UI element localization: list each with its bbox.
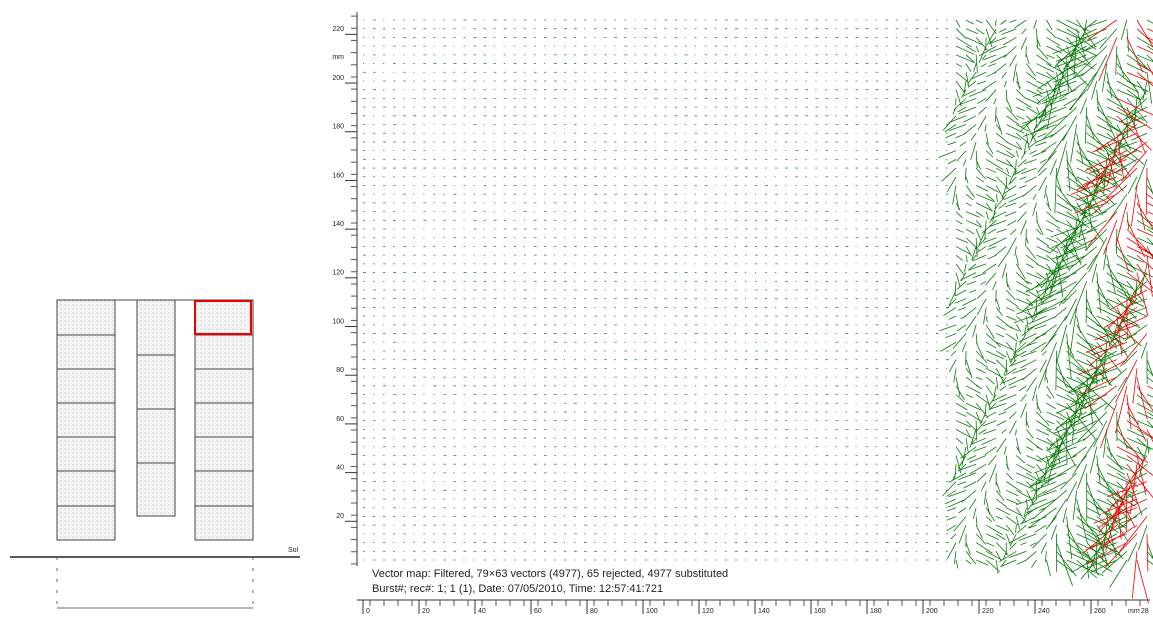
x-unit: mm [1128,608,1140,615]
y-tick-label: 80 [336,367,344,374]
x-tick-label: 0 [366,608,370,615]
y-tick-label: 220 [332,26,344,33]
y-tick-label: 140 [332,221,344,228]
y-unit: mm [332,54,344,61]
x-tick-label: 140 [758,608,770,615]
x-tick-label: 60 [534,608,542,615]
y-tick-label: 60 [336,416,344,423]
x-tick-label: 100 [646,608,658,615]
vector-field [938,19,1153,588]
ground-label: Sol [288,547,299,554]
x-tick-label: 180 [870,608,882,615]
y-tick-label: 20 [336,513,344,520]
x-tick-label: 20 [422,608,430,615]
y-tick-label: 100 [332,318,344,325]
building-diagram: Sol [10,299,300,609]
x-tick-label: 200 [926,608,938,615]
x-tick-label: 28 [1141,608,1149,615]
x-tick-label: 240 [1038,608,1050,615]
vector-field [1070,19,1153,604]
x-tick-label: 160 [814,608,826,615]
x-tick-label: 40 [478,608,486,615]
caption: Vector map: Filtered, 79×63 vectors (497… [372,568,728,580]
y-tick-label: 200 [332,75,344,82]
caption: Burst#; rec#: 1; 1 (1), Date: 07/05/2010… [372,583,663,595]
y-tick-label: 40 [336,464,344,471]
y-tick-label: 180 [332,124,344,131]
vector-field [363,19,949,561]
x-tick-label: 220 [982,608,994,615]
x-tick-label: 120 [702,608,714,615]
y-tick-label: 120 [332,270,344,277]
x-tick-label: 260 [1094,608,1106,615]
y-tick-label: 160 [332,172,344,179]
x-tick-label: 80 [590,608,598,615]
